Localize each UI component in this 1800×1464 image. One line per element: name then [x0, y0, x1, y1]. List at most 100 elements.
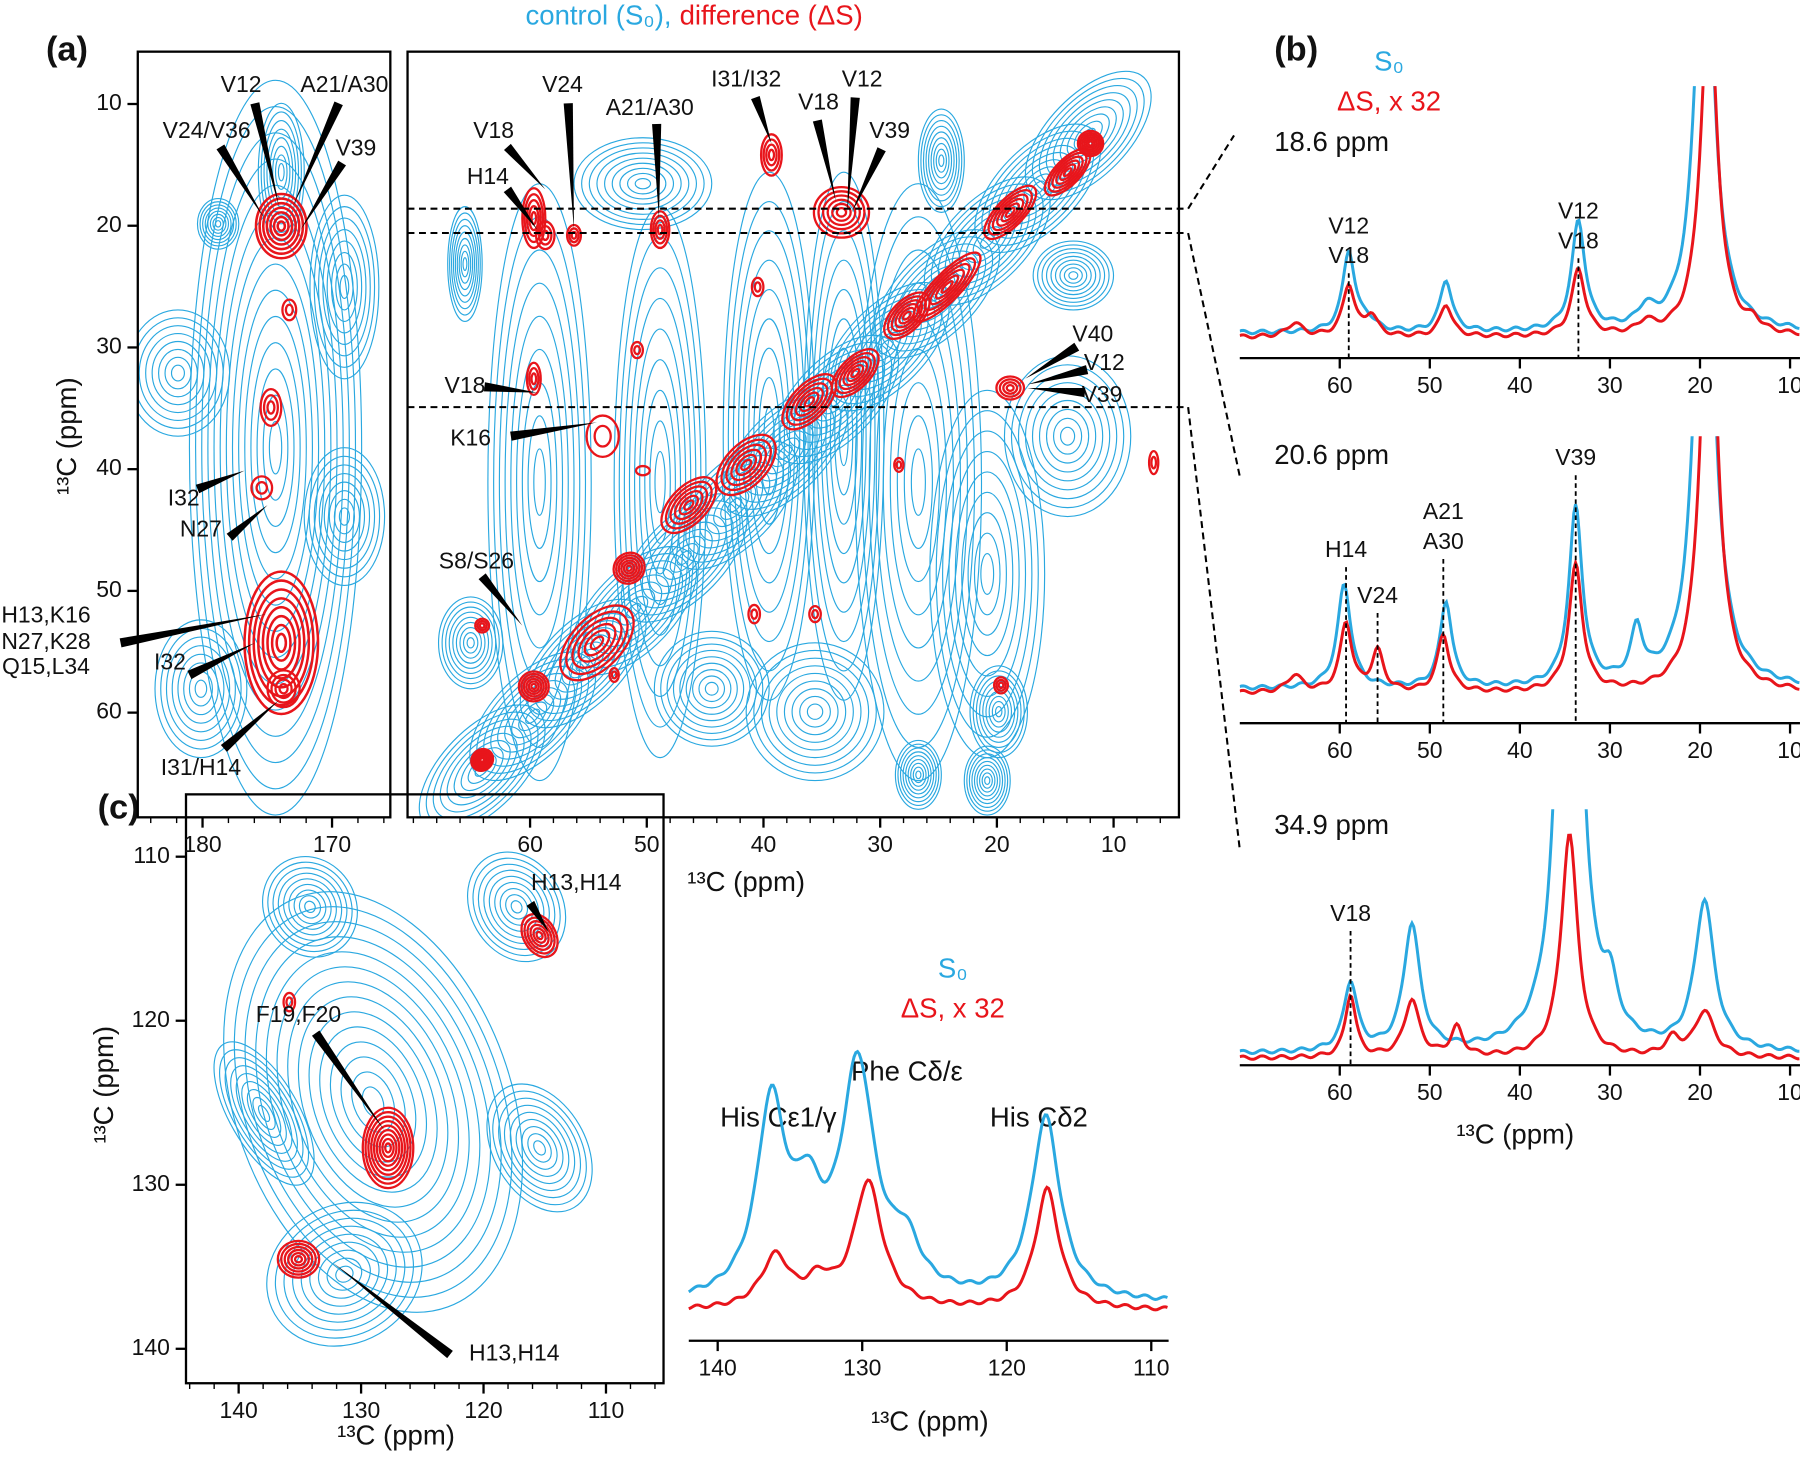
contour — [875, 282, 962, 682]
x-tick-label: 30 — [1597, 737, 1623, 763]
contour — [898, 306, 916, 325]
contour — [477, 755, 487, 765]
contour — [803, 396, 815, 408]
plot-frame — [184, 793, 665, 1385]
contour — [538, 224, 553, 246]
contour — [170, 364, 185, 382]
contour — [760, 657, 870, 766]
x-tick-label: 20 — [1687, 372, 1713, 398]
slice-connector — [1187, 406, 1241, 850]
panel-label: (a) — [46, 31, 88, 69]
contour — [364, 1111, 412, 1185]
contour — [223, 891, 524, 1313]
pointer — [300, 160, 347, 230]
contour — [447, 206, 483, 322]
y-tick-label: 20 — [96, 211, 122, 237]
spectrum-trace — [1239, 833, 1800, 1061]
contour — [831, 202, 852, 222]
contour — [459, 626, 482, 659]
contour — [333, 498, 356, 535]
contour — [806, 703, 824, 720]
contour — [313, 206, 376, 368]
plot-frame — [406, 50, 1181, 819]
contour — [679, 656, 745, 722]
contour — [486, 1083, 593, 1213]
contour — [975, 675, 1022, 748]
pointer — [510, 422, 597, 441]
contour — [1032, 240, 1115, 311]
contour — [987, 189, 1033, 236]
spectrum-title: 18.6 ppm — [1274, 126, 1389, 157]
contour — [318, 472, 371, 561]
contour — [137, 317, 224, 429]
x-tick-label: 50 — [1417, 737, 1443, 763]
contour — [765, 143, 778, 167]
contour — [259, 387, 283, 428]
contour — [525, 708, 541, 725]
pointer — [292, 101, 343, 207]
contour — [758, 376, 780, 496]
spectrum-trace — [1239, 86, 1800, 336]
contour — [525, 199, 542, 238]
contour — [998, 378, 1022, 398]
y-tick-label: 40 — [96, 454, 122, 480]
contour — [1037, 244, 1110, 307]
contour — [450, 218, 479, 310]
contour — [1087, 140, 1094, 147]
contour — [571, 616, 623, 669]
x-tick-label: 170 — [313, 831, 351, 857]
contour — [910, 448, 926, 516]
y-tick-label: 110 — [133, 842, 170, 868]
pointer — [220, 700, 279, 752]
contour — [973, 532, 1001, 616]
contour — [527, 680, 540, 693]
contour — [570, 545, 698, 676]
contour — [633, 344, 642, 356]
contour — [274, 154, 288, 190]
contour — [878, 338, 894, 355]
pointer — [332, 1262, 453, 1359]
contour — [270, 623, 292, 662]
contour — [207, 210, 230, 238]
x-tick-label: 20 — [1687, 1079, 1713, 1105]
peak-label: V18 — [1330, 900, 1371, 926]
pointer — [250, 102, 279, 207]
contour — [896, 382, 940, 583]
contour — [608, 666, 620, 684]
slice-connector — [1187, 232, 1241, 477]
contour — [985, 690, 1013, 733]
contour — [617, 556, 641, 580]
annotation: S8/S26 — [439, 548, 514, 574]
contour — [138, 325, 218, 421]
legend-ds: ΔS, x 32 — [901, 992, 1005, 1023]
contour — [473, 751, 491, 769]
contour — [889, 348, 948, 616]
contour-map — [213, 851, 593, 1347]
contour — [983, 184, 1038, 241]
contour — [527, 1133, 552, 1163]
annotation: V12 — [221, 71, 262, 97]
peak-label: V12 — [1558, 197, 1599, 223]
y-tick-label: 60 — [96, 698, 122, 724]
x-axis-title: ¹³C (ppm) — [337, 1419, 455, 1450]
contour — [559, 604, 635, 682]
peak-label: His Cδ2 — [990, 1101, 1088, 1132]
contour — [476, 619, 488, 632]
legend-difference: difference (ΔS) — [680, 0, 863, 30]
contour — [509, 1111, 570, 1184]
y-axis-title: ¹³C (ppm) — [51, 377, 82, 495]
contour — [204, 207, 232, 241]
contour — [462, 257, 468, 271]
annotation: F19,F20 — [256, 1001, 341, 1027]
contour — [257, 1104, 271, 1123]
annotation: H13,H14 — [469, 1340, 560, 1366]
contour — [260, 111, 302, 234]
contour — [1038, 399, 1097, 473]
contour — [171, 645, 231, 733]
contour — [145, 333, 211, 414]
contour — [523, 193, 545, 244]
contour — [698, 675, 726, 703]
contour — [790, 382, 829, 422]
contour — [1004, 206, 1016, 218]
spectrum-trace — [688, 1178, 1168, 1312]
